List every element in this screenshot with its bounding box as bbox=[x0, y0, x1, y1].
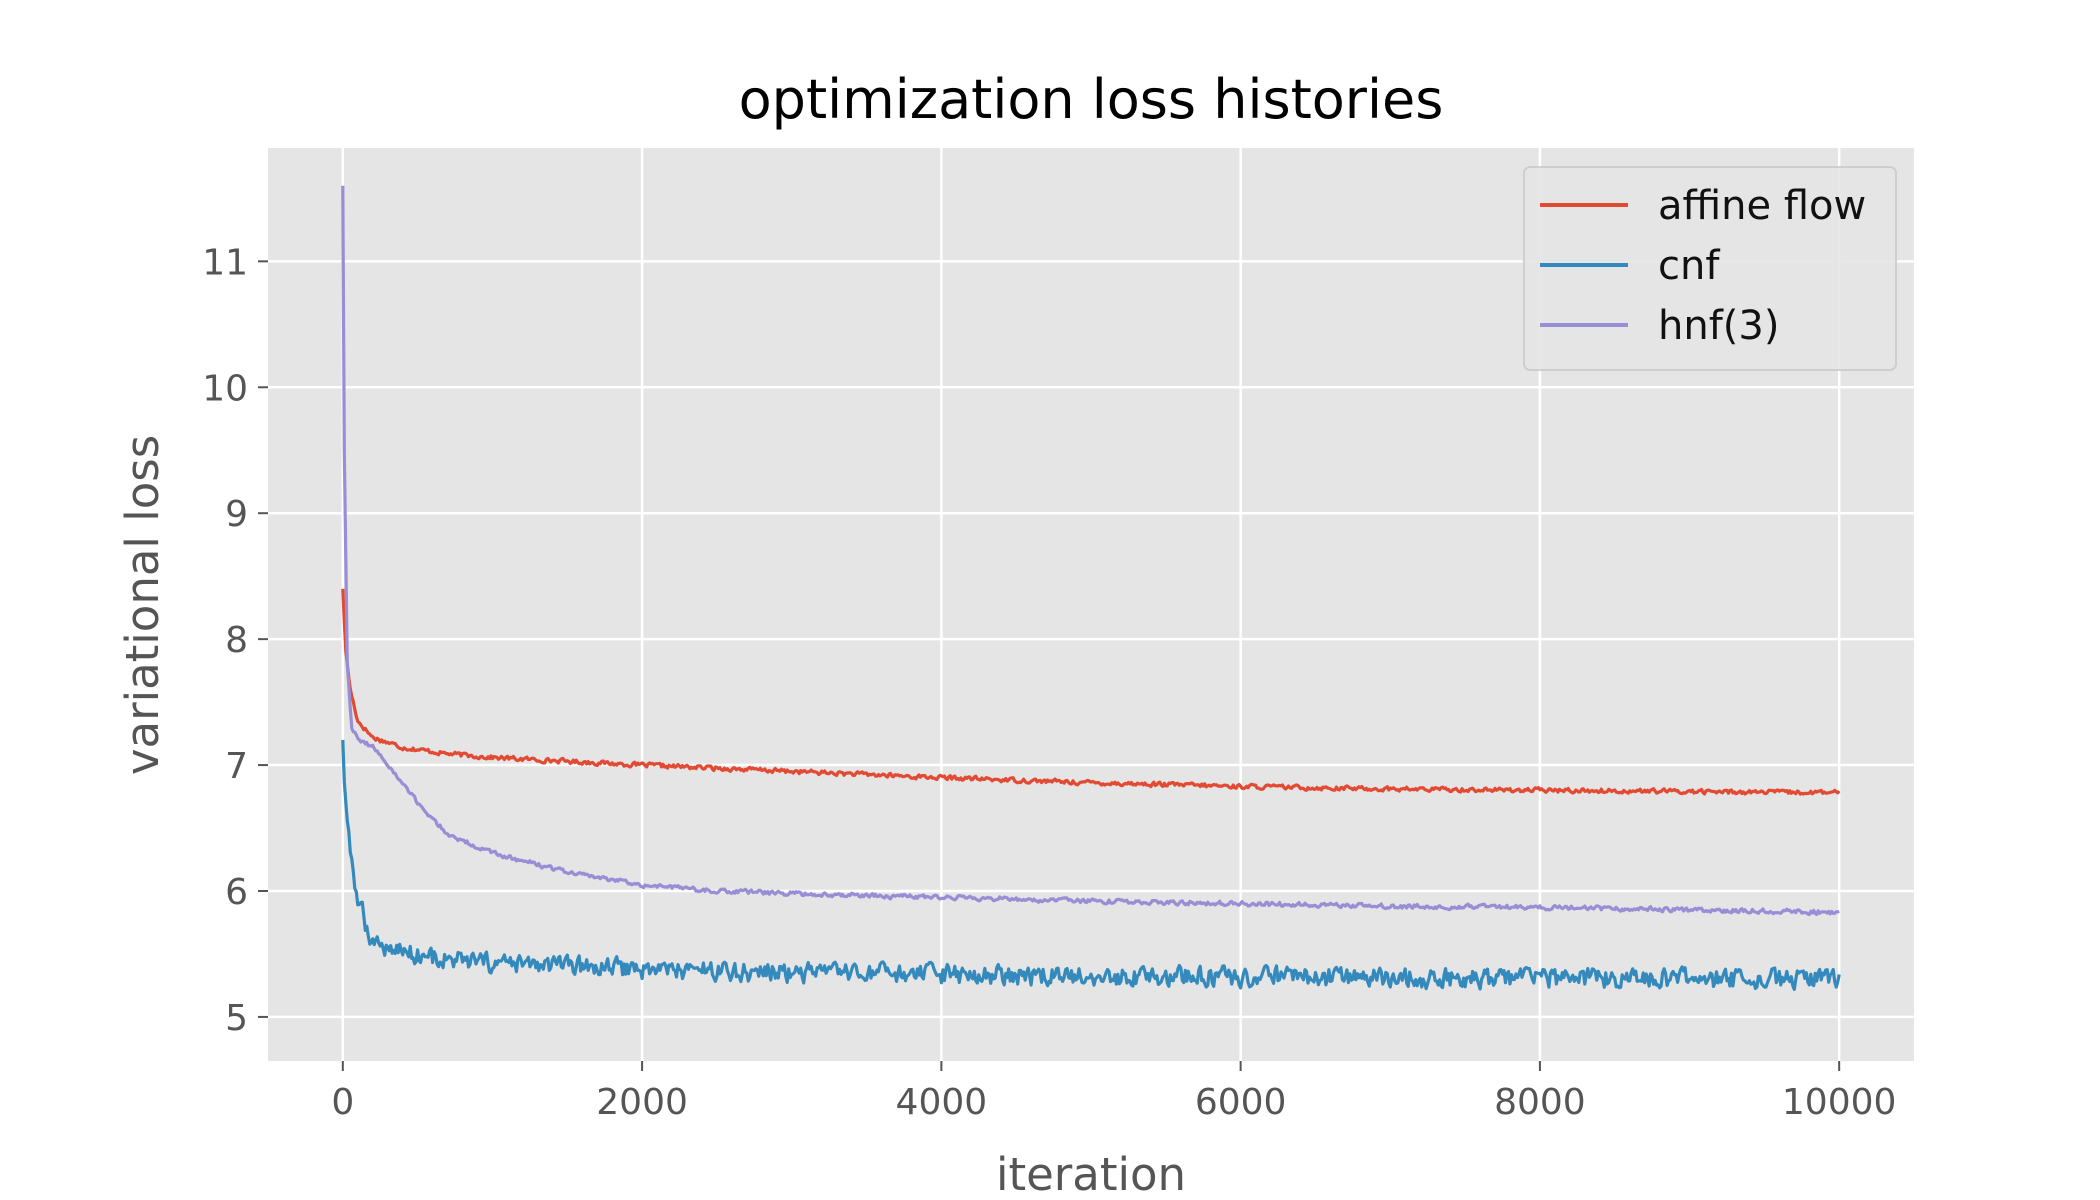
legend: affine flow cnf hnf(3) bbox=[1523, 166, 1897, 371]
y-tick-label: 10 bbox=[202, 368, 248, 409]
legend-box bbox=[1523, 166, 1897, 371]
grid-lines bbox=[268, 148, 1914, 1061]
y-tick-label: 6 bbox=[225, 872, 248, 913]
y-tick-label: 7 bbox=[225, 746, 248, 787]
series-line-affine-flow bbox=[341, 588, 1841, 796]
legend-label: hnf(3) bbox=[1658, 303, 1779, 349]
series-line-cnf bbox=[341, 739, 1841, 992]
legend-label: cnf bbox=[1658, 243, 1720, 289]
y-axis-label: variational loss bbox=[116, 435, 169, 775]
y-tick-label: 9 bbox=[225, 494, 248, 535]
x-tick-label: 6000 bbox=[1195, 1082, 1287, 1123]
x-axis-label: iteration bbox=[996, 1148, 1186, 1200]
x-tick-label: 2000 bbox=[596, 1082, 688, 1123]
series-line-hnf-3 bbox=[341, 185, 1840, 917]
legend-label: affine flow bbox=[1658, 183, 1866, 229]
y-tick-label: 11 bbox=[202, 242, 248, 283]
chart-title: optimization loss histories bbox=[739, 68, 1444, 131]
y-tick-label: 5 bbox=[225, 998, 248, 1039]
axis-ticks: 0 2000 4000 6000 8000 10000 5 6 7 8 9 10 11 bbox=[202, 242, 1896, 1123]
x-tick-label: 10000 bbox=[1782, 1082, 1897, 1123]
x-tick-label: 8000 bbox=[1494, 1082, 1586, 1123]
x-tick-label: 4000 bbox=[896, 1082, 988, 1123]
y-tick-label: 8 bbox=[225, 620, 248, 661]
series-lines bbox=[341, 185, 1841, 992]
x-tick-label: 0 bbox=[331, 1082, 354, 1123]
